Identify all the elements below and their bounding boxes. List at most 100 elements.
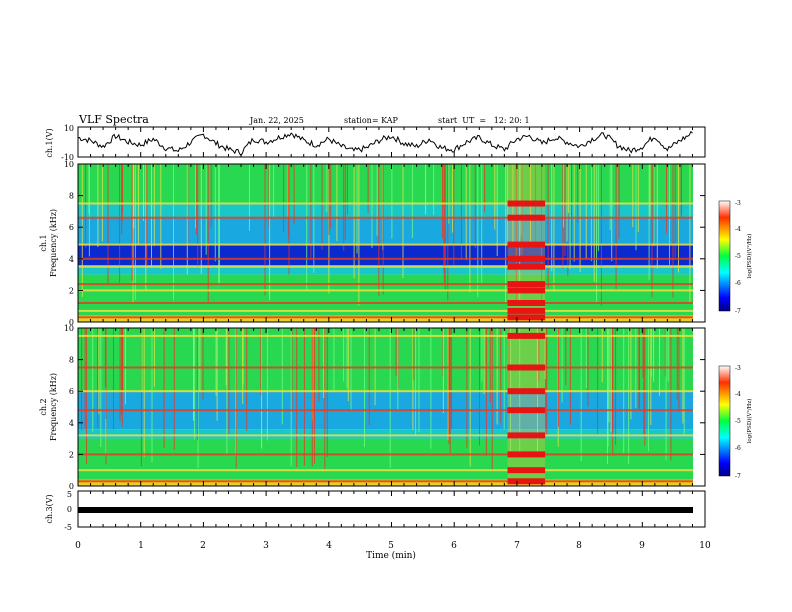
spectrogram-streak [628,328,630,464]
xtick-label-8: 8 [576,541,582,551]
spectrogram-streak [113,328,114,430]
spectrogram-streak [261,328,263,449]
spectrogram-streak [585,328,587,388]
spectrogram-band-6 [78,164,693,204]
spectrogram-streak [288,164,290,275]
spectrogram-line-9 [78,202,693,205]
spectrogram-streak [196,328,198,441]
spectrogram-burst-line-6 [507,364,546,371]
spectrogram-burst-line-5 [507,388,546,395]
spectrogram-streak [612,328,614,433]
spectrogram-burst-line-3 [507,287,546,294]
spectrogram-streak [682,328,684,424]
ch1-waveform-line [77,130,693,157]
ch1-ytick-bottom: -10 [61,153,74,162]
spectrogram-burst-line-0 [507,478,546,485]
ch1-waveform-panel: 10 -10 ch.1(V) [45,124,706,162]
spectrogram-streak [310,164,312,260]
spectrogram-streak [615,164,617,290]
ch1-spectrogram-yticks: 10 8 6 4 2 0 [64,160,705,327]
spectrogram-streak [205,164,207,255]
xtick-label-7: 7 [514,541,520,551]
spectrogram-streak [618,164,620,239]
spectrogram-line-6 [78,366,693,369]
spectrogram-streak [447,164,449,301]
spectrogram-streak [546,328,548,436]
spectrogram-streak [580,328,582,461]
spectrogram-line-2 [78,302,693,304]
spectrogram-ytick-label: 6 [69,387,74,396]
xtick-label-10: 10 [699,541,711,551]
spectrogram-streak [306,164,308,291]
spectrogram-streak [450,328,452,429]
spectrogram-streak [411,164,413,238]
spectrogram-ytick-label: 10 [64,324,74,333]
spectrogram-streak [215,328,217,396]
spectrogram-streak [664,328,666,377]
spectrogram-streak [235,328,237,469]
spectrogram-streak [202,328,204,400]
spectrogram-streak [193,328,195,440]
spectrogram-streak [100,328,102,447]
spectrogram-streak [330,164,332,229]
spectrogram-streak [642,328,644,378]
spectrogram-streak [639,328,640,410]
spectrogram-streak [291,328,293,410]
spectrogram-line-3 [78,434,693,437]
spectrogram-streak [521,164,523,255]
spectrogram-band-1 [78,274,693,316]
ch1-waveform-ylabel: ch.1(V) [45,128,54,157]
spectrogram-streak [651,164,653,298]
spectrogram-streak [85,164,87,248]
spectrogram-burst-line-9 [507,200,546,207]
spectrogram-streak [573,164,575,262]
spectrogram-streak [389,328,391,468]
spectrogram-streak [412,328,414,431]
spectrogram-streak [196,164,198,235]
spectrogram-streak [448,328,450,445]
spectrogram-streak [266,328,268,441]
spectrogram-streak [107,164,109,284]
ch2-colorbar-tick-3: -3 [735,365,741,372]
spectrogram-streak [656,164,658,269]
spectrogram-ytick-label: 8 [69,192,74,201]
spectrogram-streak [311,328,313,467]
spectrogram-streak [481,328,483,382]
spectrogram-empty-tail [693,164,705,322]
recording-date: Jan. 22, 2025 [249,116,304,125]
spectrogram-streak [268,164,270,228]
spectrogram-empty-tail [693,328,705,486]
spectrogram-streak [210,164,212,228]
spectrogram-streak [216,328,218,421]
xtick-label-3: 3 [263,541,269,551]
spectrogram-streak [669,164,670,265]
spectrogram-streak [650,328,652,426]
spectrogram-streak [648,164,650,281]
spectrogram-burst-line-7 [507,241,546,248]
spectrogram-streak [596,164,597,302]
ch3-waveform-ylabel: ch.3(V) [45,494,54,523]
spectrogram-streak [151,164,152,267]
spectrogram-streak [364,328,365,448]
spectrogram-streak [264,164,266,296]
spectrogram-streak [484,164,486,213]
ch1-colorbar-tick-6: -6 [735,280,741,287]
spectrogram-band-2 [78,265,693,275]
spectrogram-streak [500,328,502,423]
spectrogram-streak [611,164,613,262]
spectrogram-band-1 [78,438,693,480]
spectrogram-streak [121,164,123,235]
spectrogram-streak [86,328,87,465]
ch1-colorbar-tick-7: -7 [735,308,741,315]
spectrogram-streak [601,328,603,383]
spectrogram-band-4 [78,391,693,411]
spectrogram-line-0 [78,316,693,319]
spectrogram-burst-line-3 [507,432,546,439]
spectrogram-streak [558,328,559,427]
spectrogram-streak [193,328,194,421]
spectrogram-streak [607,328,609,447]
spectrogram-streak [346,328,348,389]
spectrogram-band-5 [78,328,693,392]
spectrogram-streak [545,328,547,430]
